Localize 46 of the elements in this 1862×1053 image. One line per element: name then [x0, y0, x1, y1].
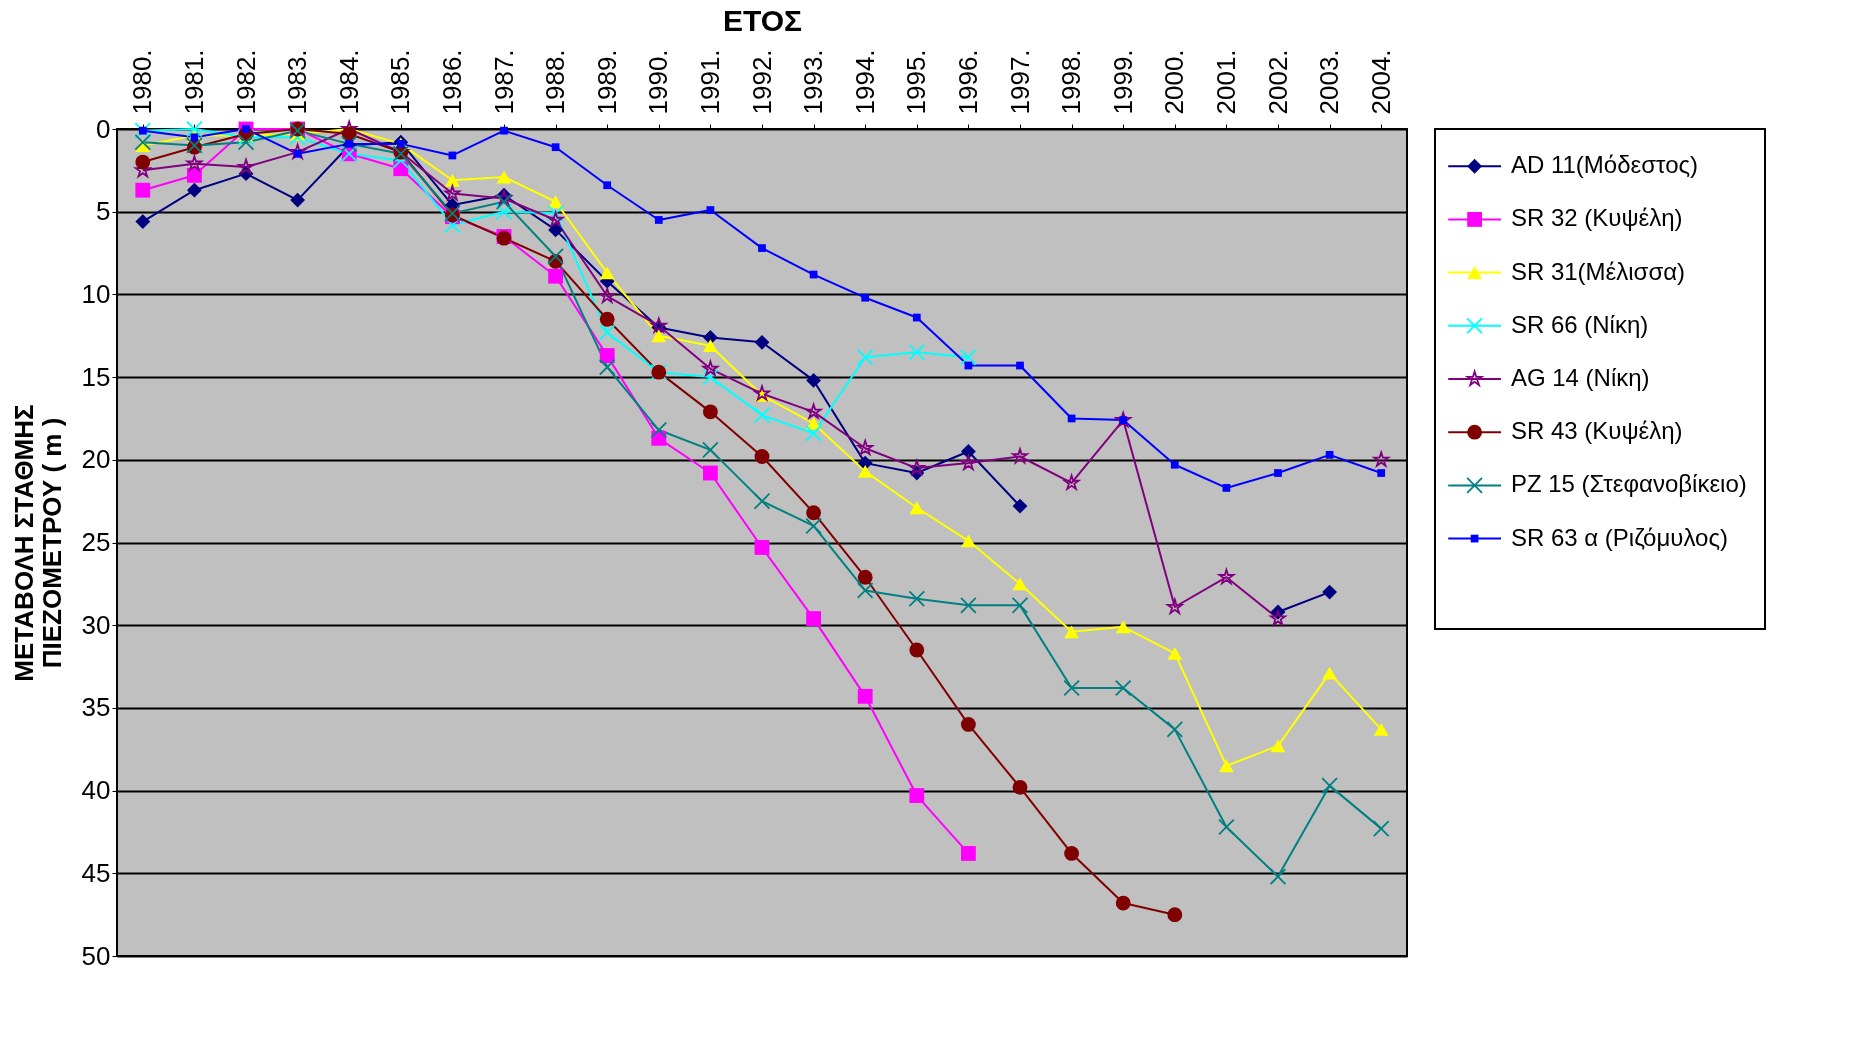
x-tick-label: 1994.: [849, 49, 880, 115]
x-axis-title: ΕΤΟΣ: [722, 4, 803, 38]
x-tick-label: 1993.: [798, 49, 829, 115]
y-tick-label: 25: [81, 527, 111, 557]
x-tick-label: 1999.: [1107, 49, 1138, 115]
x-tick-label: 1986.: [436, 49, 467, 115]
y-axis-title: ΜΕΤΑΒΟΛΗ ΣΤΑΘΜΗΣ ΠΙΕΖΟΜΕΤΡΟΥ ( m ): [8, 404, 67, 682]
y-tick-label: 5: [96, 196, 111, 227]
legend-label: SR 43 (Κυψέλη): [1510, 417, 1683, 445]
x-tick-label: 2003.: [1314, 49, 1345, 115]
x-tick-label: 1982.: [230, 49, 261, 115]
legend-label: AG 14 (Νίκη): [1510, 364, 1650, 391]
x-tick-label: 2004.: [1365, 49, 1396, 115]
x-tick-label: 1989.: [591, 49, 622, 115]
x-tick-label: 1990.: [643, 49, 674, 115]
x-tick-label: 1980.: [127, 49, 158, 115]
legend-label: SR 66 (Νίκη): [1510, 310, 1649, 338]
y-tick-label: 35: [81, 692, 111, 723]
x-tick-label: 1997.: [1004, 49, 1035, 115]
y-tick-label: 10: [81, 278, 111, 309]
x-tick-label: 2002.: [1262, 49, 1293, 115]
legend-label: PZ 15 (Στεφανοβίκειο): [1510, 470, 1747, 498]
x-tick-label: 1984.: [333, 49, 364, 115]
x-tick-label: 1988.: [540, 49, 571, 115]
x-tick-label: 2001.: [1210, 49, 1241, 115]
x-tick-label: 1996.: [952, 49, 983, 115]
x-tick-label: 1991.: [694, 49, 725, 115]
legend-label: AD 11(Μόδεστος): [1510, 151, 1699, 179]
x-tick-label: 1987.: [488, 49, 519, 115]
x-tick-label: 1995.: [901, 49, 932, 115]
y-tick-label: 50: [81, 940, 111, 971]
y-tick-label: 30: [81, 609, 111, 640]
x-tick-label: 2000.: [1159, 49, 1190, 115]
x-tick-label: 1985.: [385, 49, 416, 115]
x-tick-label: 1983.: [282, 49, 313, 115]
x-tick-label: 1998.: [1056, 49, 1087, 115]
y-tick-label: 20: [81, 444, 111, 475]
x-tick-label: 1992.: [746, 49, 777, 115]
y-tick-label: 45: [81, 857, 111, 888]
x-tick-label: 1981.: [178, 49, 209, 115]
y-tick-label: 0: [96, 113, 111, 144]
y-tick-label: 15: [81, 361, 111, 392]
legend-label: SR 63 α (Ριζόμυλος): [1510, 523, 1728, 551]
legend-label: SR 32 (Κυψέλη): [1510, 204, 1683, 232]
y-tick-label: 40: [81, 775, 111, 806]
legend-label: SR 31(Μέλισσα): [1510, 257, 1686, 285]
